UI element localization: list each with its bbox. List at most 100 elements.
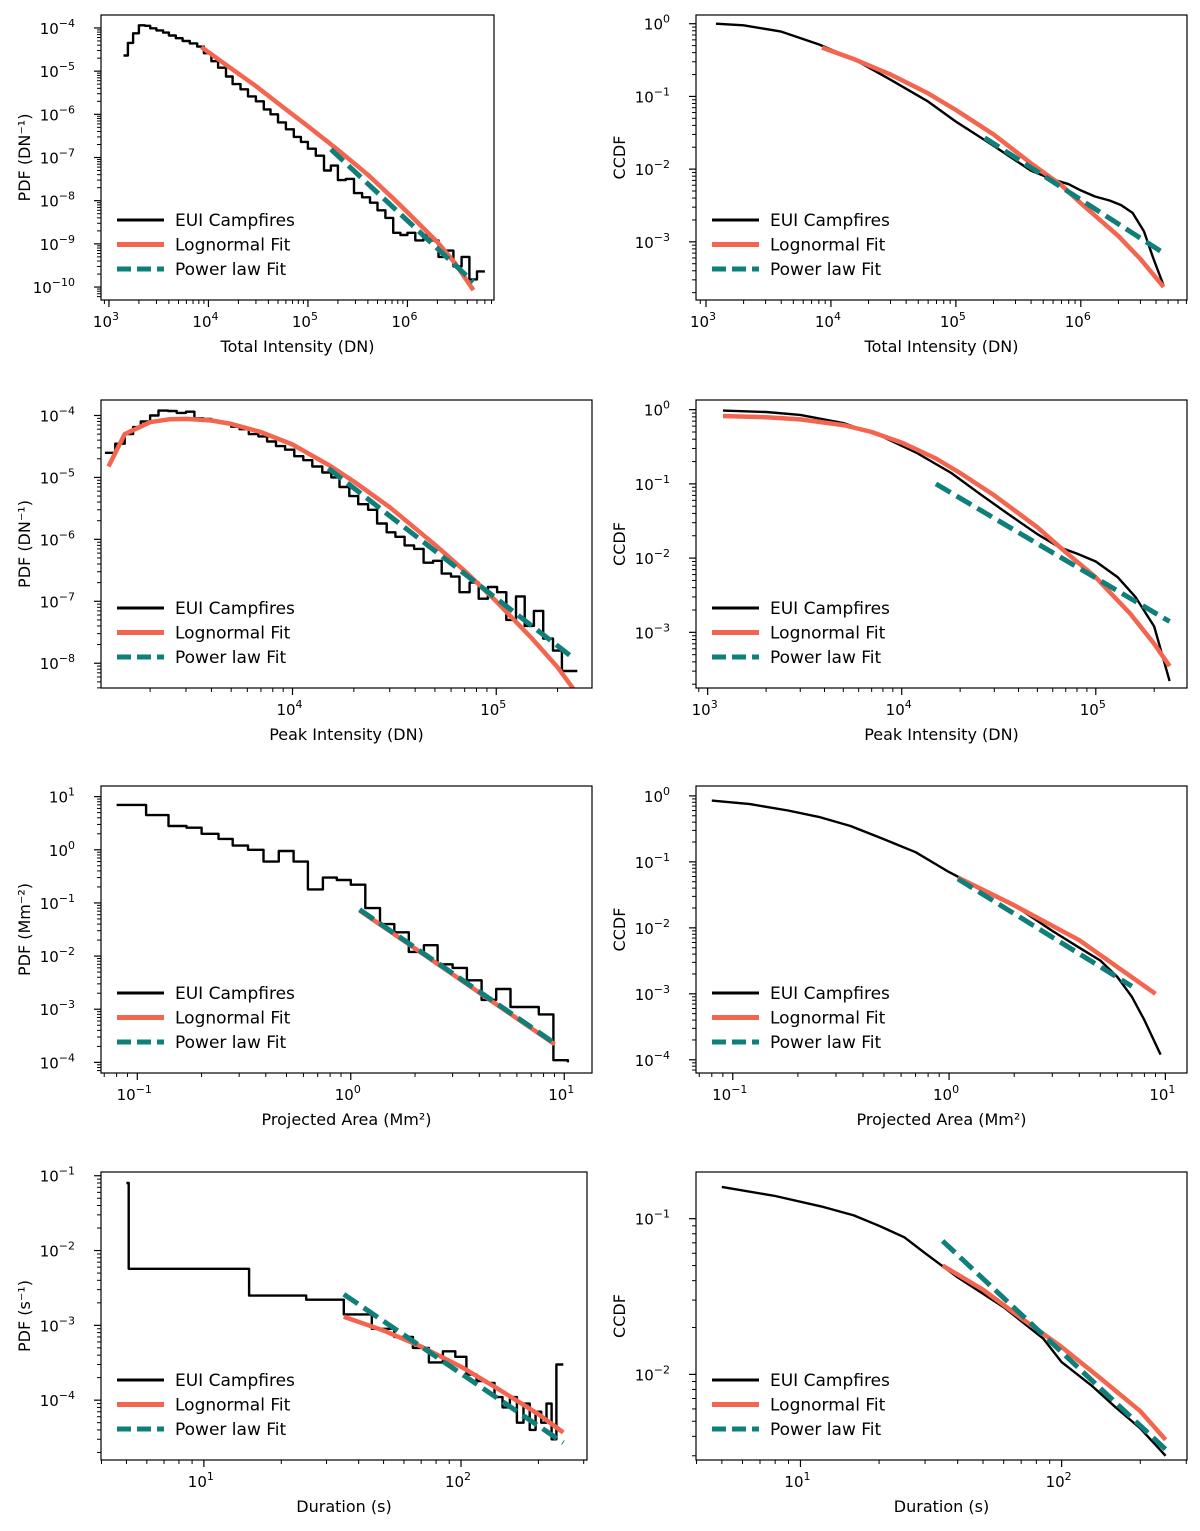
y-tick-label: 10−5: [40, 466, 75, 487]
plot-frame: [100, 399, 593, 689]
x-tick-label: 10−1: [117, 1083, 152, 1104]
chart-total-intensity-ccdf: 103 104 105 106 10−3 10−2 10−1 100 Total Intensi…: [610, 13, 1188, 356]
y-tick-label: 10−3: [40, 998, 75, 1019]
plot-frame: [100, 785, 593, 1074]
y-tick-label: 10−2: [635, 917, 670, 938]
x-tick-label: 101: [188, 1470, 214, 1491]
chart-projected-area-ccdf: 10−1 100 101 10−4 10−3 10−2 10−1 100 Projected A…: [610, 785, 1188, 1129]
x-tick-label: 10−1: [712, 1083, 747, 1104]
legend-label-campfires: EUI Campfires: [770, 1371, 890, 1391]
y-tick-label: 100: [644, 399, 670, 420]
legend-label-campfires: EUI Campfires: [770, 984, 890, 1004]
y-tick-label: 10−8: [40, 652, 75, 673]
plot-frame: [100, 14, 495, 301]
legend-label-lognormal: Lognormal Fit: [770, 236, 886, 256]
legend-label-powerlaw: Power law Fit: [770, 1033, 882, 1053]
y-tick-label: 10−3: [635, 621, 670, 642]
chart-projected-area-pdf: 10−1 100 101 10−4 10−3 10−2 10−1 100 101 Projecte…: [15, 785, 593, 1129]
chart-peak-intensity-pdf: 104 105 10−8 10−7 10−6 10−5 10−4 Peak Intensity…: [15, 399, 593, 744]
legend-label-powerlaw: Power law Fit: [770, 648, 882, 668]
x-tick-label: 101: [1149, 1083, 1175, 1104]
lognormal-fit-line: [957, 875, 1157, 996]
x-tick-label: 104: [886, 698, 912, 719]
campfires-line: [123, 24, 485, 281]
x-axis-label: Projected Area (Mm²): [261, 1110, 431, 1129]
x-axis-label: Total Intensity (DN): [220, 337, 375, 356]
campfires-line: [104, 409, 578, 673]
y-tick-label: 10−1: [635, 473, 670, 494]
x-tick-label: 104: [192, 310, 218, 331]
lognormal-fit-line: [821, 45, 1166, 289]
y-tick-label: 10−1: [40, 892, 75, 913]
legend: EUI Campfires Lognormal Fit Power law Fit: [712, 211, 890, 280]
x-tick-label: 104: [276, 698, 302, 719]
y-tick-label: 10−10: [33, 276, 75, 297]
legend-label-campfires: EUI Campfires: [770, 599, 890, 619]
x-tick-label: 103: [93, 310, 119, 331]
x-tick-label: 102: [445, 1470, 471, 1491]
legend-label-powerlaw: Power law Fit: [770, 1420, 882, 1440]
y-tick-label: 10−3: [635, 983, 670, 1004]
x-axis-label: Total Intensity (DN): [864, 337, 1019, 356]
powerlaw-fit-line: [956, 876, 1134, 989]
legend: EUI Campfires Lognormal Fit Power law Fit: [712, 984, 890, 1053]
chart-total-intensity-pdf: 103 104 105 106 10−10 10−9 10−8 10−7 10−6 10−5 10−…: [15, 14, 495, 356]
legend-label-powerlaw: Power law Fit: [175, 1420, 287, 1440]
lognormal-fit-line: [722, 413, 1172, 668]
x-tick-label: 100: [335, 1083, 361, 1104]
y-tick-label: 10−1: [635, 85, 670, 106]
y-tick-label: 10−4: [40, 17, 75, 38]
x-tick-label: 106: [1065, 310, 1091, 331]
legend-label-lognormal: Lognormal Fit: [175, 236, 291, 256]
powerlaw-fit-line: [342, 1292, 565, 1445]
chart-duration-pdf: 101 102 10−4 10−3 10−2 10−1 Duration (s) PDF (s…: [15, 1165, 588, 1516]
x-axis-label: Duration (s): [296, 1497, 391, 1516]
legend: EUI Campfires Lognormal Fit Power law Fit: [117, 211, 295, 280]
y-tick-label: 10−9: [40, 233, 75, 254]
legend-label-powerlaw: Power law Fit: [175, 1033, 287, 1053]
powerlaw-fit-line: [983, 135, 1165, 256]
y-axis-label: PDF (Mm⁻²): [15, 883, 34, 976]
campfires-line: [721, 1185, 1167, 1457]
x-tick-label: 105: [940, 310, 966, 331]
y-tick-label: 10−1: [635, 851, 670, 872]
y-tick-label: 10−4: [40, 1051, 75, 1072]
legend: EUI Campfires Lognormal Fit Power law Fit: [117, 599, 295, 668]
legend: EUI Campfires Lognormal Fit Power law Fit: [712, 599, 890, 668]
y-tick-label: 10−4: [635, 1049, 670, 1070]
legend: EUI Campfires Lognormal Fit Power law Fit: [117, 984, 295, 1053]
legend-label-lognormal: Lognormal Fit: [175, 624, 291, 644]
plot-frame: [695, 1171, 1188, 1461]
x-axis-label: Projected Area (Mm²): [856, 1110, 1026, 1129]
powerlaw-fit-line: [940, 1239, 1168, 1452]
plot-frame: [695, 399, 1188, 689]
y-tick-label: 10−5: [40, 60, 75, 81]
y-tick-label: 101: [49, 786, 75, 807]
powerlaw-fit-line: [358, 907, 556, 1046]
y-tick-label: 10−2: [40, 945, 75, 966]
legend-label-lognormal: Lognormal Fit: [770, 1009, 886, 1029]
x-tick-label: 103: [690, 310, 716, 331]
lognormal-fit-line: [106, 416, 576, 688]
powerlaw-fit-line: [934, 481, 1171, 624]
legend-label-campfires: EUI Campfires: [175, 599, 295, 619]
x-tick-label: 105: [1080, 698, 1106, 719]
y-tick-label: 10−3: [40, 1314, 75, 1335]
x-tick-label: 102: [1046, 1470, 1072, 1491]
y-tick-label: 10−2: [635, 547, 670, 568]
lognormal-fit-line: [343, 1314, 565, 1435]
y-tick-label: 10−2: [635, 1363, 670, 1384]
x-tick-label: 101: [784, 1470, 810, 1491]
legend-label-campfires: EUI Campfires: [770, 211, 890, 231]
y-axis-label: PDF (DN⁻¹): [15, 114, 34, 202]
legend-label-powerlaw: Power law Fit: [770, 260, 882, 280]
powerlaw-fit-line: [326, 466, 576, 661]
plot-frame: [100, 1171, 588, 1461]
y-tick-label: 10−2: [40, 1240, 75, 1261]
plot-frame: [695, 14, 1188, 301]
y-tick-label: 10−7: [40, 147, 75, 168]
legend-label-lognormal: Lognormal Fit: [770, 624, 886, 644]
legend-label-lognormal: Lognormal Fit: [175, 1009, 291, 1029]
x-tick-label: 106: [391, 310, 417, 331]
y-tick-label: 10−1: [40, 1165, 75, 1186]
